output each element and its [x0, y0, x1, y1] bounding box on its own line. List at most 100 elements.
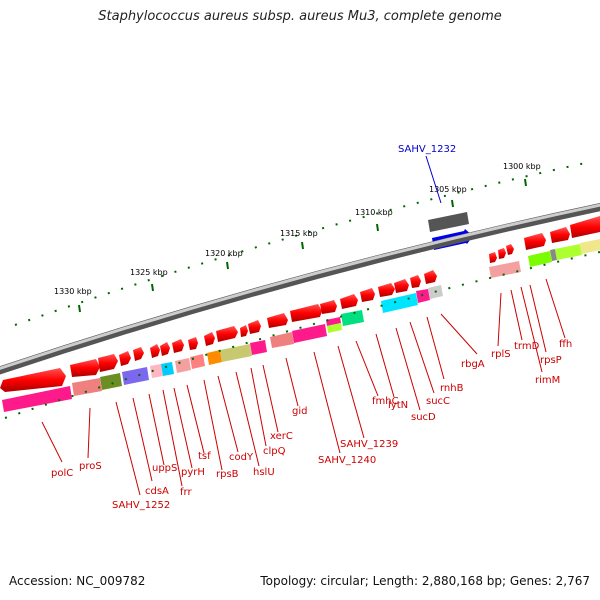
gene-label[interactable]: frr	[180, 487, 192, 498]
gene-arrow[interactable]	[150, 344, 160, 358]
genome-summary-text: Topology: circular; Length: 2,880,168 bp…	[260, 574, 590, 588]
feature-block[interactable]	[327, 323, 342, 333]
feature-block[interactable]	[270, 332, 294, 348]
highlight-feature-grey[interactable]	[428, 212, 469, 232]
feature-block[interactable]	[250, 340, 267, 355]
gene-arrow[interactable]	[320, 300, 337, 314]
gene-arrow[interactable]	[119, 351, 131, 366]
map-title: Staphylococcus aureus subsp. aureus Mu3,…	[98, 9, 502, 24]
scale-label: 1315 kbp	[280, 229, 318, 238]
gene-arrow[interactable]	[240, 325, 248, 337]
highlight-leader-line	[425, 155, 442, 204]
feature-block[interactable]	[72, 378, 102, 396]
gene-label[interactable]: hslU	[253, 467, 275, 478]
gene-arrow[interactable]	[570, 216, 600, 238]
feature-block[interactable]	[2, 386, 72, 412]
gene-arrow[interactable]	[360, 288, 375, 302]
feature-block[interactable]	[100, 373, 122, 390]
scale-major-tick	[524, 178, 527, 187]
gene-arrow[interactable]	[378, 283, 395, 297]
feature-block[interactable]	[207, 350, 222, 365]
gene-arrow[interactable]	[204, 332, 215, 346]
genome-backbone	[0, 203, 600, 375]
scale-label: 1325 kbp	[130, 268, 168, 277]
gene-label[interactable]: sucD	[411, 412, 436, 423]
gene-arrow[interactable]	[506, 244, 514, 255]
leader-lines	[41, 278, 566, 496]
gene-arrow[interactable]	[524, 233, 546, 250]
gene-arrow[interactable]	[216, 326, 238, 342]
gene-arrow[interactable]	[98, 354, 118, 372]
gene-label[interactable]: gid	[292, 406, 307, 417]
gene-arrow[interactable]	[160, 342, 170, 356]
feature-block[interactable]	[580, 239, 600, 254]
gene-arrow[interactable]	[410, 275, 421, 288]
gene-label[interactable]: sucC	[426, 396, 450, 407]
gene-arrow[interactable]	[248, 320, 261, 334]
feature-block[interactable]	[122, 367, 149, 385]
gene-arrow[interactable]	[498, 248, 506, 259]
gene-arrow[interactable]	[394, 279, 409, 293]
gene-label[interactable]: rbgA	[461, 359, 485, 370]
gene-label[interactable]: SAHV_1239	[340, 439, 398, 450]
gene-label[interactable]: uppS	[152, 463, 177, 474]
gene-label[interactable]: pyrH	[181, 467, 205, 478]
feature-block[interactable]	[341, 310, 364, 326]
scale-label: 1320 kbp	[205, 249, 243, 258]
gene-arrow[interactable]	[550, 227, 570, 243]
gene-label[interactable]: rpsB	[216, 469, 239, 480]
gene-arrow[interactable]	[267, 313, 288, 328]
scale-major-tick	[78, 304, 81, 313]
feature-block[interactable]	[489, 261, 521, 278]
feature-block[interactable]	[161, 362, 174, 376]
gene-label[interactable]: tsf	[198, 451, 211, 462]
feature-block[interactable]	[150, 364, 163, 378]
gene-label[interactable]: fmhC	[372, 396, 399, 407]
gene-label[interactable]: SAHV_1240	[318, 455, 376, 466]
gene-label[interactable]: polC	[51, 468, 73, 479]
gene-label[interactable]: codY	[229, 452, 254, 463]
scale-major-tick	[451, 199, 454, 208]
gene-arrow[interactable]	[172, 339, 184, 353]
gene-label[interactable]: rplS	[491, 349, 511, 360]
gene-label[interactable]: cdsA	[145, 486, 169, 497]
accession-text: Accession: NC_009782	[9, 574, 146, 588]
scale-major-tick	[376, 223, 379, 232]
gene-label[interactable]: ffh	[559, 339, 572, 350]
scale-major-tick	[226, 261, 229, 270]
gene-label[interactable]: clpQ	[263, 446, 286, 457]
gene-arrow-polC[interactable]	[0, 368, 66, 392]
gene-label[interactable]: lytN	[388, 400, 408, 411]
feature-block[interactable]	[528, 251, 552, 267]
gene-arrow[interactable]	[290, 304, 322, 322]
feature-block[interactable]	[220, 344, 252, 362]
feature-block[interactable]	[175, 358, 191, 373]
feature-block[interactable]	[416, 289, 430, 303]
feature-block[interactable]	[381, 293, 418, 313]
gene-arrows[interactable]	[0, 216, 600, 392]
highlight-gene-label[interactable]: SAHV_1232	[398, 144, 456, 155]
gene-label[interactable]: trmD	[514, 341, 540, 352]
feature-block[interactable]	[326, 317, 341, 326]
scale-major-tick	[151, 283, 154, 292]
gene-label[interactable]: SAHV_1252	[112, 500, 170, 511]
feature-strip[interactable]	[2, 239, 600, 412]
feature-block[interactable]	[190, 354, 205, 369]
gene-label[interactable]: proS	[79, 461, 102, 472]
gene-arrow[interactable]	[489, 252, 497, 263]
gene-label[interactable]: xerC	[270, 431, 293, 442]
feature-block[interactable]	[550, 249, 557, 261]
feature-block[interactable]	[292, 324, 327, 343]
gene-arrow[interactable]	[133, 347, 144, 361]
gene-label[interactable]: rimM	[535, 375, 560, 386]
gene-label[interactable]: rpsP	[540, 355, 562, 366]
gene-arrow[interactable]	[340, 294, 358, 309]
gene-arrow-proS[interactable]	[70, 359, 100, 377]
gene-label[interactable]: rnhB	[440, 383, 464, 394]
gene-arrow[interactable]	[188, 337, 198, 350]
gene-arrow[interactable]	[424, 270, 437, 284]
feature-block[interactable]	[555, 244, 582, 260]
scale-ticks	[14, 161, 591, 326]
